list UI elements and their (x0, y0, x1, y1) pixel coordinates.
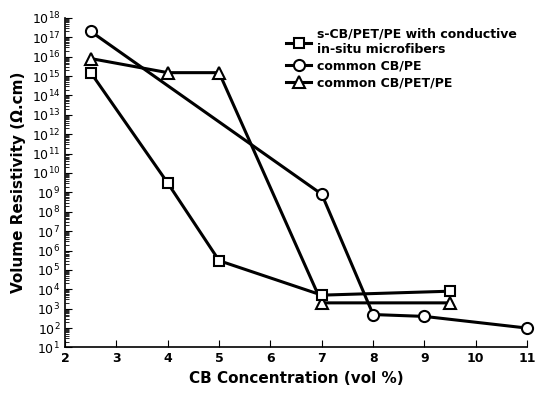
common CB/PE (370, 312, 376, 317)
s-CB/PET/PE with conductive
in-situ microfibers (165, 181, 171, 185)
common CB/PET/PE (447, 301, 453, 305)
common CB/PE (524, 326, 531, 330)
common CB/PET/PE (165, 70, 171, 75)
common CB/PE (88, 29, 94, 34)
common CB/PET/PE (216, 70, 223, 75)
common CB/PET/PE (318, 301, 325, 305)
common CB/PE (421, 314, 428, 319)
Y-axis label: Volume Resistivity (Ω.cm): Volume Resistivity (Ω.cm) (11, 72, 26, 293)
Line: s-CB/PET/PE with conductive
in-situ microfibers: s-CB/PET/PE with conductive in-situ micr… (86, 68, 455, 300)
s-CB/PET/PE with conductive
in-situ microfibers (216, 258, 223, 263)
Legend: s-CB/PET/PE with conductive
in-situ microfibers, common CB/PE, common CB/PET/PE: s-CB/PET/PE with conductive in-situ micr… (282, 24, 521, 93)
common CB/PET/PE (88, 56, 94, 61)
common CB/PE (318, 192, 325, 197)
Line: common CB/PE: common CB/PE (85, 26, 533, 333)
Line: common CB/PET/PE: common CB/PET/PE (85, 53, 456, 308)
s-CB/PET/PE with conductive
in-situ microfibers (318, 293, 325, 297)
X-axis label: CB Concentration (vol %): CB Concentration (vol %) (189, 371, 404, 386)
s-CB/PET/PE with conductive
in-situ microfibers (447, 289, 453, 293)
s-CB/PET/PE with conductive
in-situ microfibers (88, 70, 94, 75)
